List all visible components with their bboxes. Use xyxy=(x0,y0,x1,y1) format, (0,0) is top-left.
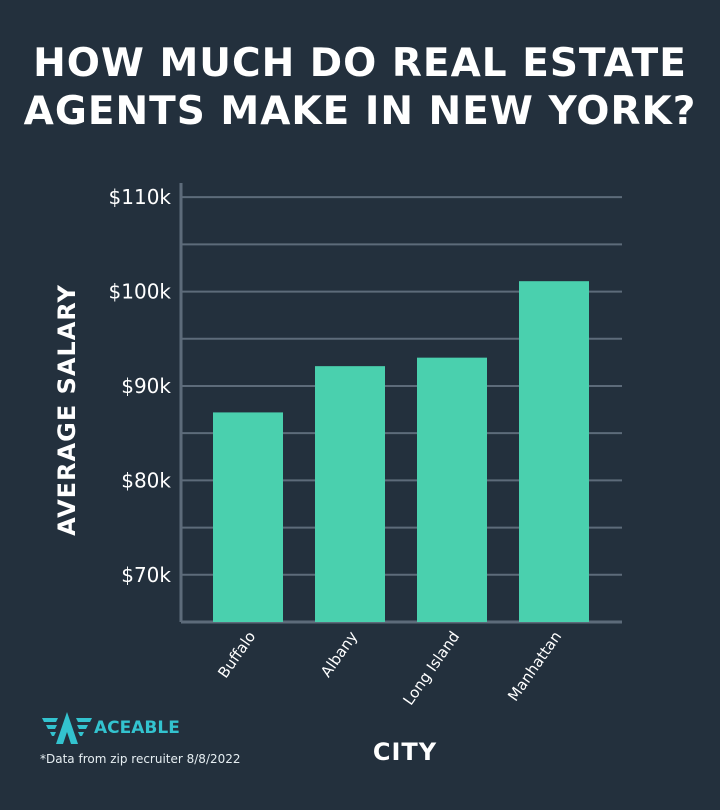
y-tick-label: $110k xyxy=(109,185,172,209)
x-tick-label: Long Island xyxy=(399,628,463,709)
x-tick-label: Buffalo xyxy=(214,628,259,681)
aceable-logo: ACEABLE xyxy=(42,712,180,744)
y-tick-label: $90k xyxy=(121,374,171,398)
bar-albany xyxy=(315,366,385,622)
bar-manhattan xyxy=(519,281,589,622)
title-line-2: AGENTS MAKE IN NEW YORK? xyxy=(23,89,697,134)
bar-long-island xyxy=(417,357,487,622)
y-tick-label: $70k xyxy=(121,563,171,587)
footnote: *Data from zip recruiter 8/8/2022 xyxy=(40,752,241,766)
chart-title: HOW MUCH DO REAL ESTATE AGENTS MAKE IN N… xyxy=(0,40,720,136)
y-tick-label: $80k xyxy=(121,468,171,492)
aceable-wings-icon xyxy=(42,712,92,744)
y-tick-label: $100k xyxy=(109,280,172,304)
x-tick-label: Albany xyxy=(317,628,361,681)
title-line-1: HOW MUCH DO REAL ESTATE xyxy=(33,41,687,86)
bar-buffalo xyxy=(213,412,283,622)
x-axis-label: CITY xyxy=(372,738,438,766)
brand-name: ACEABLE xyxy=(94,718,180,738)
y-axis-label: AVERAGE SALARY xyxy=(53,284,81,536)
x-tick-label: Manhattan xyxy=(504,628,565,705)
